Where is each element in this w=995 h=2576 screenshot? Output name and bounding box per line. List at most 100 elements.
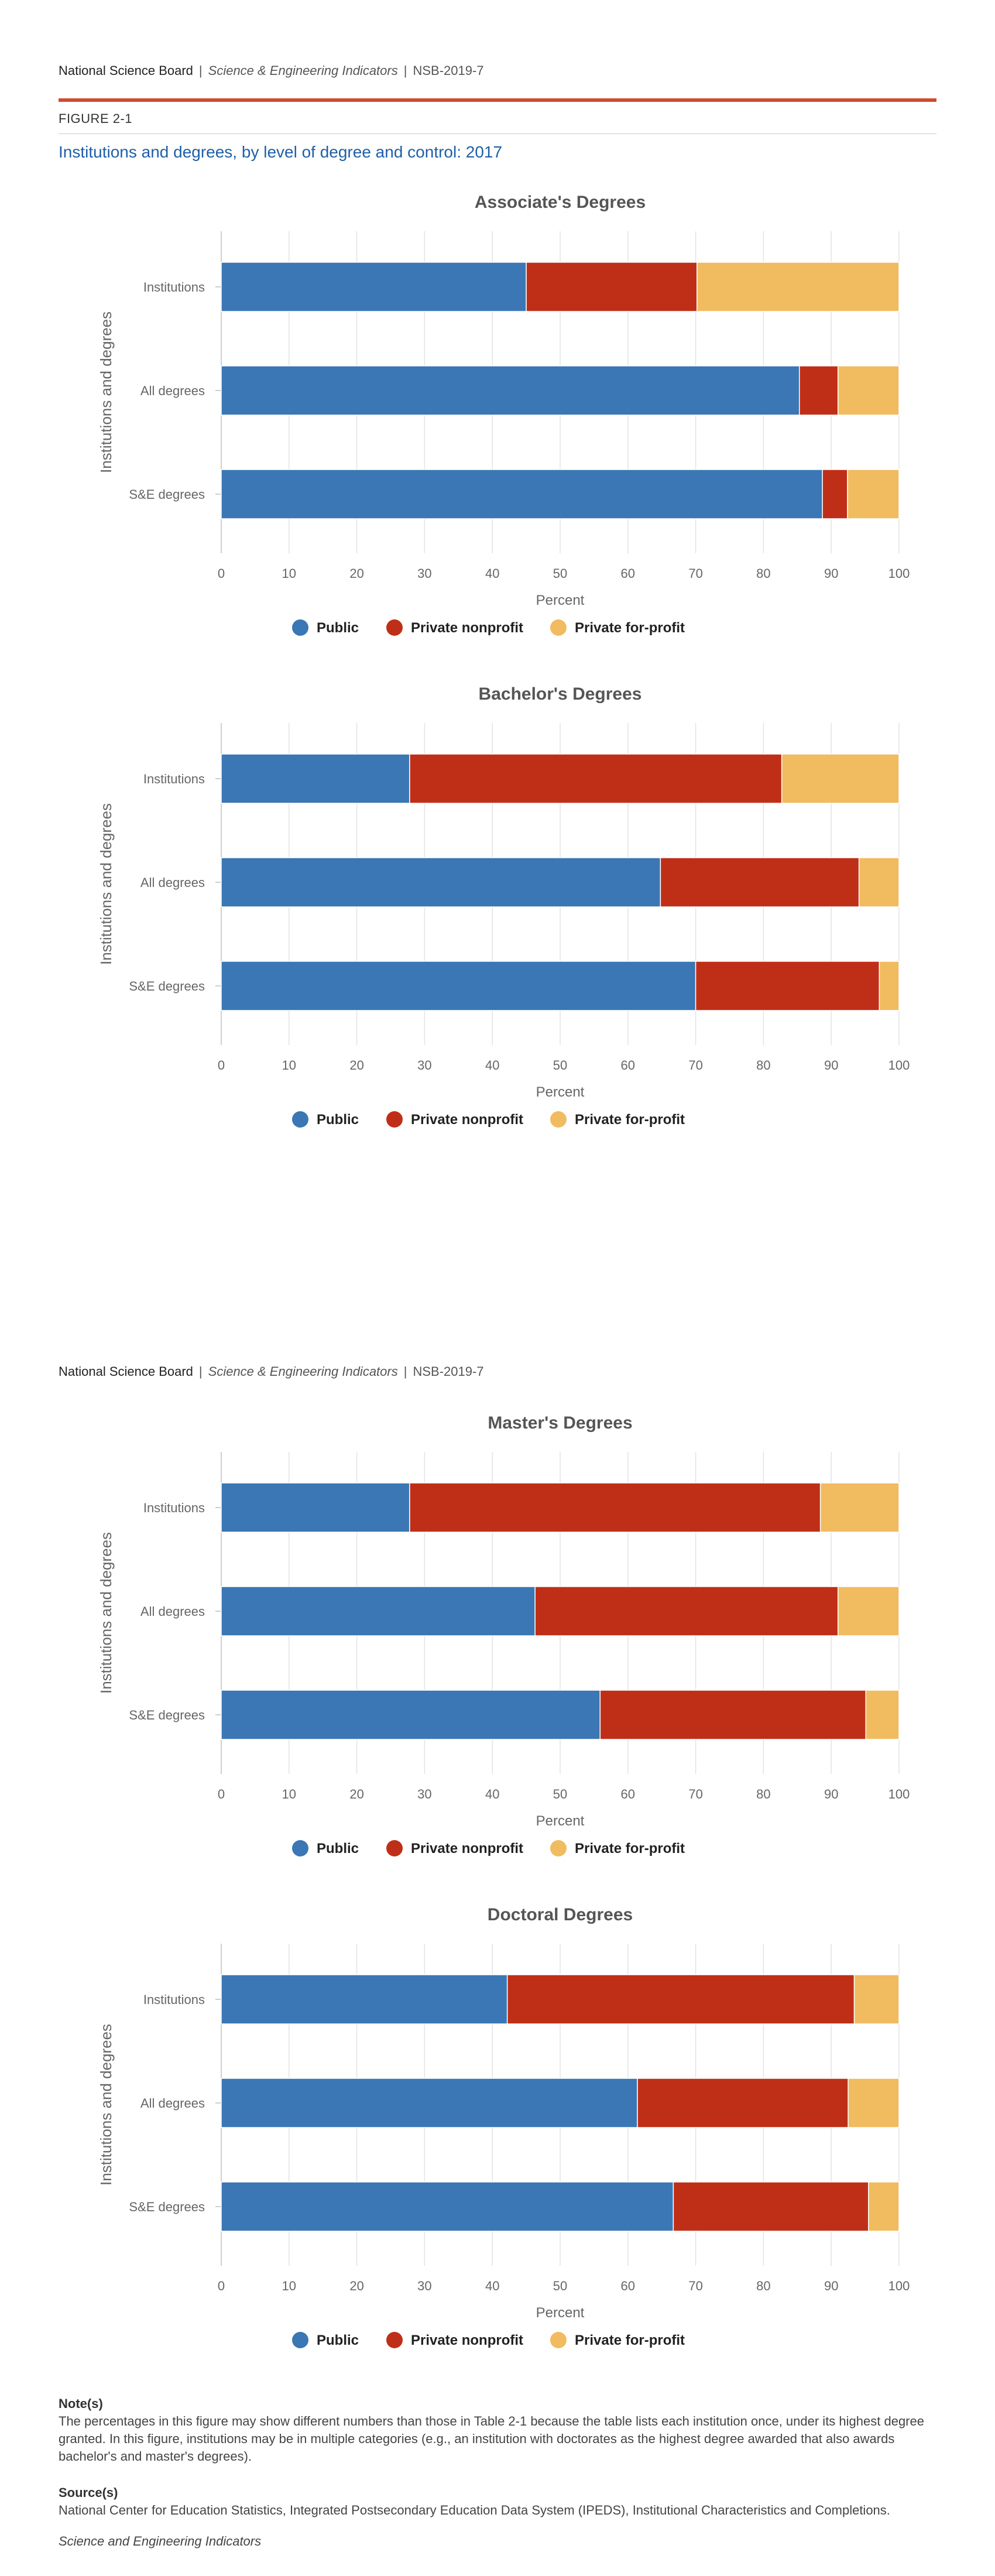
header-org: National Science Board	[59, 63, 193, 78]
header-separator: |	[198, 1364, 203, 1379]
bar-institutions-private-nonprofit	[409, 1482, 821, 1533]
legend-swatch	[386, 619, 403, 636]
bar-sande-degrees-private-for-profit	[879, 961, 900, 1011]
category-label-institutions: Institutions	[143, 1992, 205, 2007]
x-tick-label: 0	[218, 1058, 225, 1073]
chart-bachelors-degrees: Bachelor's Degrees 0 10 20 30 40 50 60 70 80 90 100…	[97, 684, 910, 1128]
x-tick-label: 60	[621, 1058, 635, 1073]
x-tick-label: 40	[485, 1787, 499, 1801]
bar-all-degrees-private-nonprofit	[637, 2078, 849, 2128]
chart-title: Master's Degrees	[488, 1413, 632, 1433]
x-tick-label: 20	[349, 2279, 363, 2293]
bar-institutions-private-nonprofit	[526, 262, 698, 312]
x-tick-label: 80	[756, 1058, 770, 1073]
x-tick-label: 100	[888, 1058, 910, 1073]
header-report: NSB-2019-7	[413, 63, 484, 78]
x-tick-label: 0	[218, 566, 225, 581]
header-publication: Science & Engineering Indicators	[208, 1364, 398, 1379]
figure-rule	[59, 133, 936, 134]
bar-institutions-public	[221, 1482, 410, 1533]
legend-swatch	[550, 2332, 567, 2348]
legend-swatch	[550, 619, 567, 636]
bar-institutions-private-for-profit	[696, 262, 900, 312]
legend-swatch	[386, 2332, 403, 2348]
page-header: National Science Board | Science & Enginee…	[59, 63, 484, 78]
legend-swatch	[292, 619, 308, 636]
figure-number: FIGURE 2-1	[59, 111, 133, 126]
header-separator-2: |	[403, 1364, 407, 1379]
x-tick-label: 0	[218, 1787, 225, 1801]
legend-label: Public	[317, 620, 359, 636]
legend-swatch	[292, 2332, 308, 2348]
x-tick-label: 90	[824, 1787, 838, 1801]
x-axis-label: Percent	[536, 592, 585, 608]
bar-sande-degrees-private-nonprofit	[822, 469, 848, 519]
legend-swatch	[386, 1840, 403, 1856]
x-tick-label: 50	[553, 2279, 567, 2293]
legend-swatch	[386, 1111, 403, 1128]
source-heading: Source(s)	[59, 2485, 118, 2500]
bar-sande-degrees-private-for-profit	[868, 2181, 900, 2232]
legend-label: Public	[317, 1841, 359, 1856]
legend-label: Public	[317, 2332, 359, 2348]
legend-item-private-for-profit: Private for-profit	[550, 1111, 685, 1128]
legend-item-public: Public	[292, 1840, 359, 1856]
category-label-sande-degrees: S&E degrees	[129, 1708, 205, 1722]
legend-swatch	[550, 1111, 567, 1128]
legend-item-private-nonprofit: Private nonprofit	[386, 1840, 523, 1856]
x-tick-label: 70	[688, 1787, 702, 1801]
x-axis-label: Percent	[536, 1084, 585, 1100]
x-tick-label: 20	[349, 1058, 363, 1073]
bar-sande-degrees-public	[221, 2181, 674, 2232]
bar-all-degrees-private-for-profit	[838, 1586, 900, 1636]
header-separator: |	[198, 63, 203, 78]
bar-all-degrees-public	[221, 365, 800, 416]
category-label-all-degrees: All degrees	[140, 1604, 205, 1619]
x-tick-label: 40	[485, 2279, 499, 2293]
y-axis-label: Institutions and degrees	[97, 803, 115, 965]
x-tick-label: 80	[756, 1787, 770, 1801]
x-tick-label: 70	[688, 1058, 702, 1073]
footer-publication: Science and Engineering Indicators	[59, 2534, 262, 2548]
category-label-sande-degrees: S&E degrees	[129, 2200, 205, 2214]
x-axis-label: Percent	[536, 2305, 585, 2321]
x-tick-label: 60	[621, 566, 635, 581]
y-axis-label: Institutions and degrees	[97, 2024, 115, 2186]
bar-institutions-private-for-profit	[781, 753, 900, 804]
bar-sande-degrees-private-nonprofit	[599, 1690, 867, 1740]
bar-institutions-public	[221, 262, 527, 312]
legend-label: Private nonprofit	[411, 1841, 523, 1856]
figure-title: Institutions and degrees, by level of de…	[59, 143, 503, 161]
bar-sande-degrees-public	[221, 469, 823, 519]
chart-title: Doctoral Degrees	[488, 1905, 633, 1924]
chart-masters-degrees: Master's Degrees 0 10 20 30 40 50 60 70 80 90 100 In…	[97, 1413, 910, 1856]
legend-item-private-for-profit: Private for-profit	[550, 1840, 685, 1856]
legend-label: Private for-profit	[575, 2332, 685, 2348]
x-tick-label: 30	[417, 1787, 431, 1801]
category-label-institutions: Institutions	[143, 1501, 205, 1515]
bar-sande-degrees-public	[221, 961, 696, 1011]
x-tick-label: 50	[553, 1787, 567, 1801]
legend-item-private-for-profit: Private for-profit	[550, 619, 685, 636]
legend-swatch	[292, 1840, 308, 1856]
bar-sande-degrees-public	[221, 1690, 601, 1740]
category-label-sande-degrees: S&E degrees	[129, 979, 205, 994]
bar-all-degrees-private-nonprofit	[799, 365, 839, 416]
category-label-all-degrees: All degrees	[140, 2096, 205, 2111]
bar-all-degrees-private-nonprofit	[660, 857, 860, 907]
header-separator-2: |	[403, 63, 407, 78]
x-tick-label: 10	[282, 1058, 296, 1073]
x-tick-label: 50	[553, 566, 567, 581]
legend-label: Private nonprofit	[411, 620, 523, 636]
bar-institutions-public	[221, 1974, 508, 2025]
y-axis-label: Institutions and degrees	[97, 311, 115, 473]
bar-all-degrees-private-nonprofit	[534, 1586, 839, 1636]
category-label-institutions: Institutions	[143, 280, 205, 294]
category-label-institutions: Institutions	[143, 772, 205, 786]
page-header-2: National Science Board | Science & Enginee…	[59, 1364, 484, 1379]
bar-sande-degrees-private-nonprofit	[695, 961, 880, 1011]
x-tick-label: 80	[756, 566, 770, 581]
chart-title: Bachelor's Degrees	[479, 684, 642, 704]
source-text: National Center for Education Statistics…	[59, 2503, 890, 2517]
x-tick-label: 100	[888, 2279, 910, 2293]
